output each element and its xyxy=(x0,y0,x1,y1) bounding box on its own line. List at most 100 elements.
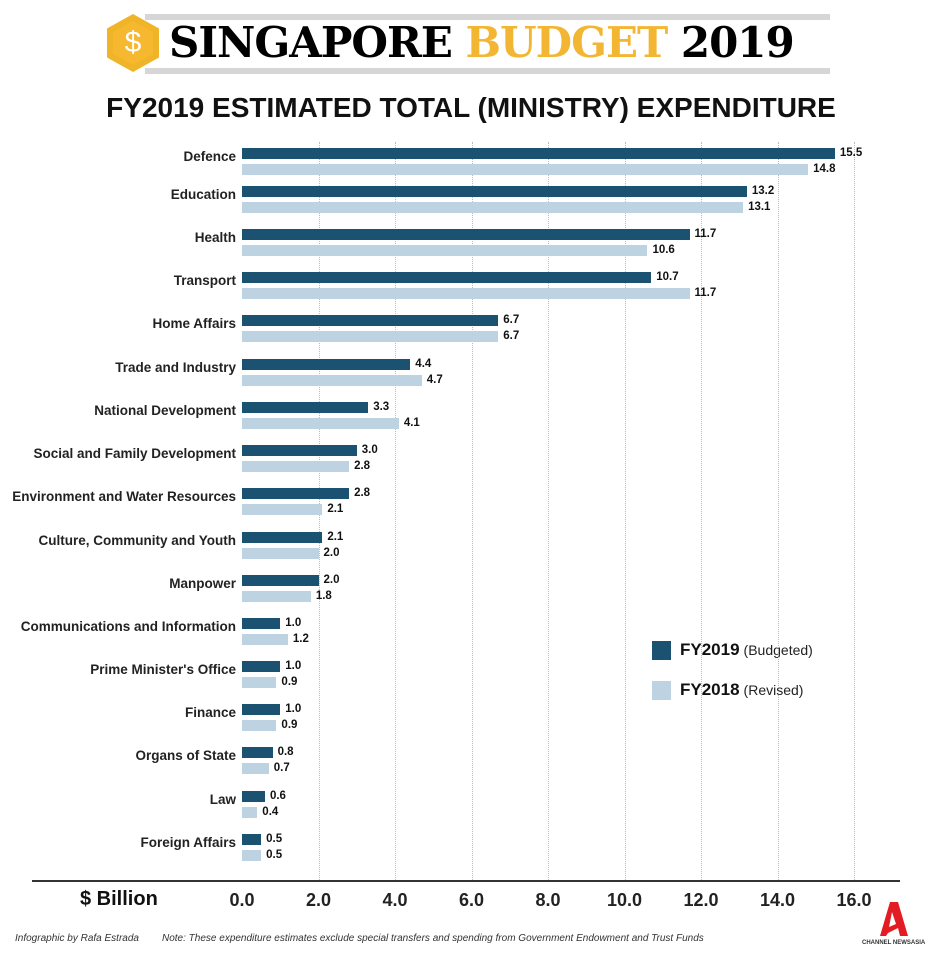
category-label: Manpower xyxy=(169,576,236,591)
x-tick-label: 10.0 xyxy=(606,890,643,910)
footnote: Note: These expenditure estimates exclud… xyxy=(162,933,704,944)
legend-item-fy2018: FY2018 (Revised) xyxy=(652,680,803,700)
bar-fy2018 xyxy=(242,763,269,774)
bar-fy2018 xyxy=(242,591,311,602)
data-label: 0.7 xyxy=(273,762,290,774)
bar-fy2019 xyxy=(242,791,265,802)
gridline xyxy=(854,142,855,880)
bar-fy2019 xyxy=(242,834,262,845)
gridline xyxy=(548,142,549,880)
data-label: 0.9 xyxy=(281,676,298,688)
banner-title: SINGAPORE BUDGET 2019 xyxy=(169,16,795,70)
category-label: Health xyxy=(194,230,236,245)
data-label: 0.5 xyxy=(266,849,283,861)
data-label: 1.0 xyxy=(285,660,302,672)
legend-name: FY2018 xyxy=(680,680,740,699)
data-label: 2.0 xyxy=(323,574,340,586)
bar-fy2019 xyxy=(242,315,499,326)
data-label: 6.7 xyxy=(503,314,520,326)
category-label: Organs of State xyxy=(135,748,236,763)
bar-fy2019 xyxy=(242,445,357,456)
data-label: 6.7 xyxy=(503,330,520,342)
data-label: 13.2 xyxy=(751,185,775,197)
data-label: 2.8 xyxy=(354,460,371,472)
category-label: Prime Minister's Office xyxy=(90,662,236,677)
category-label: National Development xyxy=(94,403,236,418)
bar-fy2019 xyxy=(242,618,281,629)
banner-stripe xyxy=(145,68,830,74)
bar-fy2019 xyxy=(242,272,652,283)
x-axis-line xyxy=(32,880,900,882)
bar-fy2018 xyxy=(242,375,422,386)
x-axis-label: $ Billion xyxy=(80,888,158,910)
gridline xyxy=(701,142,702,880)
category-label: Environment and Water Resources xyxy=(12,489,236,504)
legend-item-fy2019: FY2019 (Budgeted) xyxy=(652,640,813,660)
bar-fy2018 xyxy=(242,634,288,645)
brand-yellow: BUDGET xyxy=(465,18,669,67)
data-label: 13.1 xyxy=(748,201,771,213)
bar-fy2019 xyxy=(242,488,350,499)
data-label: 2.1 xyxy=(327,531,344,543)
category-label: Education xyxy=(170,187,236,202)
data-label: 0.4 xyxy=(262,806,279,818)
x-tick-label: 0.0 xyxy=(229,890,255,910)
banner: $ SINGAPORE BUDGET 2019 xyxy=(105,12,830,74)
bar-fy2019 xyxy=(242,532,323,543)
category-label: Finance xyxy=(184,705,236,720)
bar-fy2019 xyxy=(242,148,835,159)
bar-fy2019 xyxy=(242,747,273,758)
data-label: 15.5 xyxy=(839,147,863,159)
bar-fy2018 xyxy=(242,504,323,515)
data-label: 11.7 xyxy=(694,287,717,299)
legend-swatch xyxy=(652,640,671,660)
data-label: 1.0 xyxy=(285,703,302,715)
x-tick-label: 2.0 xyxy=(305,890,332,910)
category-label: Law xyxy=(209,792,236,807)
x-tick-label: 8.0 xyxy=(535,890,561,910)
bar-fy2019 xyxy=(242,575,319,586)
x-tick-label: 6.0 xyxy=(458,890,485,910)
data-label: 14.8 xyxy=(813,163,836,175)
data-label: 10.7 xyxy=(656,271,679,283)
data-label: 0.5 xyxy=(266,833,283,845)
brand-black: SINGAPORE xyxy=(169,18,453,67)
legend-swatch xyxy=(652,680,671,700)
bar-fy2019 xyxy=(242,186,747,197)
data-label: 2.1 xyxy=(327,503,344,515)
data-label: 10.6 xyxy=(652,244,675,256)
cna-logo-icon xyxy=(880,902,908,936)
x-tick-label: 16.0 xyxy=(836,890,872,910)
category-label: Defence xyxy=(183,149,236,164)
data-label: 4.7 xyxy=(426,374,443,386)
bar-fy2018 xyxy=(242,202,744,213)
chart-title: FY2019 ESTIMATED TOTAL (MINISTRY) EXPEND… xyxy=(106,92,836,123)
data-label: 0.6 xyxy=(269,790,286,802)
bar-fy2018 xyxy=(242,677,277,688)
bar-fy2018 xyxy=(242,245,648,256)
credit: Infographic by Rafa Estrada xyxy=(15,933,139,944)
logo-text: CHANNEL NEWSASIA xyxy=(862,940,926,946)
x-tick-label: 12.0 xyxy=(683,890,719,910)
gridline xyxy=(395,142,396,880)
category-label: Culture, Community and Youth xyxy=(38,533,237,548)
category-label: Foreign Affairs xyxy=(140,835,236,850)
x-tick-label: 14.0 xyxy=(759,890,796,910)
bar-fy2018 xyxy=(242,164,809,175)
bar-fy2018 xyxy=(242,288,690,299)
category-label: Transport xyxy=(173,273,236,288)
bar-fy2018 xyxy=(242,850,262,861)
bar-fy2018 xyxy=(242,461,350,472)
data-label: 1.0 xyxy=(285,617,302,629)
bar-fy2018 xyxy=(242,720,277,731)
data-label: 1.8 xyxy=(315,590,332,602)
bar-fy2018 xyxy=(242,331,499,342)
data-label: 11.7 xyxy=(694,228,717,240)
banner-stripe xyxy=(145,14,830,20)
data-label: 0.9 xyxy=(281,719,298,731)
bar-fy2019 xyxy=(242,229,690,240)
bar-fy2018 xyxy=(242,807,258,818)
category-label: Trade and Industry xyxy=(115,360,236,375)
gridline xyxy=(471,142,473,880)
